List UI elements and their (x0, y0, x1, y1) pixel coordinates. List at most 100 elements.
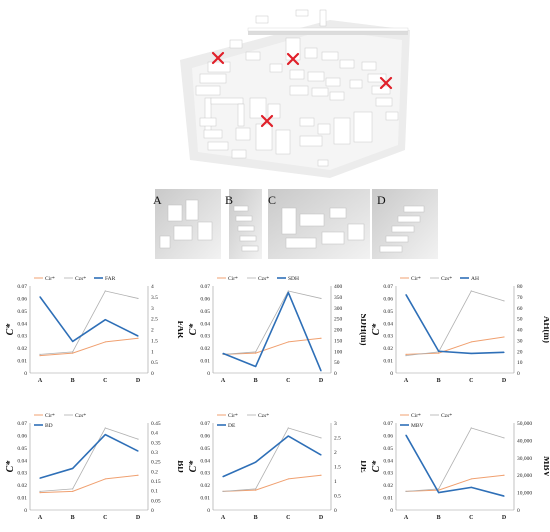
y2-tick-label: 0.05 (151, 498, 161, 504)
y2-tick-label: 0.3 (151, 450, 158, 456)
x-tick-label: B (437, 378, 441, 384)
x-tick-label: B (71, 515, 75, 521)
series-line-cir (39, 474, 139, 494)
data-point (137, 450, 139, 452)
data-point (320, 474, 322, 476)
series-line-ah (405, 294, 505, 355)
data-point (503, 474, 505, 476)
data-point (39, 353, 41, 355)
y-tick-label: 0.07 (200, 421, 210, 427)
y-tick-label: 0.03 (200, 471, 210, 477)
data-point (503, 437, 505, 439)
y2-tick-label: 0.15 (151, 479, 161, 485)
y-tick-label: 0.02 (17, 483, 27, 489)
y2-tick-label: 70 (517, 295, 523, 301)
y2-tick-label: 2.5 (334, 436, 341, 442)
series-line-cir (405, 474, 505, 492)
series-line-czs (39, 290, 139, 355)
data-point (287, 290, 289, 292)
y-tick-label: 0 (24, 371, 27, 377)
y2-tick-label: 3 (151, 306, 154, 312)
y2-axis-label: FAR (176, 321, 183, 339)
data-point (503, 495, 505, 497)
y2-tick-label: 150 (334, 338, 343, 344)
y2-tick-label: 3 (334, 421, 337, 427)
legend-label: Cir* (411, 276, 421, 282)
y-tick-label: 0.06 (200, 296, 210, 302)
y-tick-label: 0.03 (17, 334, 27, 340)
data-point (39, 492, 41, 494)
x-tick-label: B (254, 515, 258, 521)
marker-b-icon (286, 52, 300, 66)
data-point (405, 434, 407, 436)
chart-5: 0 0.01 0.02 0.03 0.04 0.05 0.06 0.07 0 0.5 1 1.5 2 2.… (188, 413, 366, 521)
data-point (503, 336, 505, 338)
data-point (72, 490, 74, 492)
legend-label: Czs* (258, 413, 269, 419)
y2-tick-label: 40 (517, 328, 523, 334)
data-point (137, 297, 139, 300)
y-tick-label: 0.05 (200, 446, 210, 452)
chart-4: 0 0.01 0.02 0.03 0.04 0.05 0.06 0.07 0 0.05 0.1 0.1… (5, 413, 183, 521)
y-tick-label: 0.06 (200, 433, 210, 439)
data-point (255, 352, 257, 354)
y-tick-label: 0.04 (17, 321, 27, 327)
chart-3: 0 0.01 0.02 0.03 0.04 0.05 0.06 0.07 0 10 20 30 40 50… (371, 276, 549, 384)
y2-tick-label: 0 (151, 508, 154, 514)
x-tick-label: D (502, 515, 507, 521)
y-tick-label: 0.03 (200, 334, 210, 340)
y-tick-label: 0.05 (383, 309, 393, 315)
y-tick-label: 0.05 (383, 446, 393, 452)
legend-label: BD (45, 423, 53, 429)
x-tick-label: B (437, 515, 441, 521)
data-point (287, 435, 289, 437)
y-tick-label: 0 (207, 371, 210, 377)
y2-tick-label: 0 (334, 371, 337, 377)
data-point (104, 427, 106, 429)
y2-tick-label: 0 (517, 371, 520, 377)
legend-label: Czs* (258, 276, 269, 282)
data-point (255, 461, 257, 463)
marker-group (211, 51, 393, 128)
x-tick-label: C (469, 515, 473, 521)
data-point (405, 490, 407, 492)
y2-tick-label: 20,000 (517, 473, 532, 479)
y-tick-label: 0.02 (200, 483, 210, 489)
series-line-sdh (222, 291, 322, 372)
data-point (287, 427, 289, 429)
y-tick-label: 0.05 (17, 446, 27, 452)
y2-axis-label: BD (176, 460, 183, 473)
detail-panels: A B C D (153, 189, 438, 259)
y-tick-label: 0 (24, 508, 27, 514)
legend-label: Czs* (75, 413, 86, 419)
legend-label: Czs* (75, 276, 86, 282)
data-point (72, 467, 74, 470)
y2-tick-label: 1 (334, 479, 337, 485)
y-tick-label: 0.03 (383, 471, 393, 477)
y2-tick-label: 30 (517, 338, 523, 344)
data-point (470, 341, 472, 343)
y-tick-label: 0.07 (383, 421, 393, 427)
y-tick-label: 0.04 (17, 458, 27, 464)
data-point (405, 353, 407, 355)
series-line-czs (405, 290, 505, 356)
data-point (470, 486, 472, 488)
series-line-bd (39, 433, 139, 479)
legend-label: Cir* (45, 413, 55, 419)
y2-tick-label: 50,000 (517, 421, 532, 427)
data-point (72, 488, 74, 490)
y-axis-label: C* (371, 460, 382, 473)
y2-tick-label: 60 (517, 306, 523, 312)
y2-tick-label: 0.5 (334, 494, 341, 500)
legend-label: DE (228, 423, 236, 429)
y2-tick-label: 250 (334, 317, 343, 323)
chart-1: 0 0.01 0.02 0.03 0.04 0.05 0.06 0.07 0 0.5 1 1.5 2 2.… (5, 276, 183, 384)
y-tick-label: 0.06 (17, 433, 27, 439)
x-tick-label: C (286, 378, 290, 384)
data-point (104, 478, 106, 480)
data-point (438, 350, 440, 352)
data-point (104, 319, 106, 321)
x-tick-label: C (469, 378, 473, 384)
data-point (438, 352, 440, 354)
data-point (470, 352, 472, 355)
